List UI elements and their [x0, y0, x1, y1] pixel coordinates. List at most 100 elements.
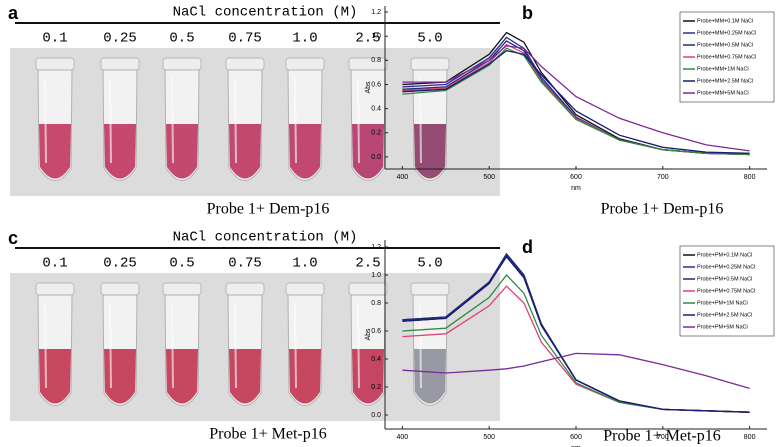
- y-tick-label: 0.8: [371, 57, 381, 64]
- panel-label: d: [522, 237, 533, 257]
- tube-liquid: [229, 349, 261, 404]
- tube: [162, 282, 202, 406]
- tube-highlight: [109, 302, 112, 389]
- panel-caption: Probe 1+ Met-p16: [209, 426, 326, 443]
- tube-cap: [348, 282, 388, 296]
- tube-highlight: [294, 77, 297, 164]
- legend-label: Probe+MM+2.5M NaCl: [697, 78, 753, 84]
- concentration-label: 2.5: [355, 31, 380, 47]
- tube-liquid: [414, 124, 446, 179]
- y-axis-label: Abs: [365, 328, 372, 341]
- tube: [35, 57, 75, 181]
- y-axis-label: Abs: [365, 81, 372, 94]
- tube-cap: [225, 57, 265, 71]
- legend-box: [679, 11, 775, 103]
- x-tick-label: 400: [397, 434, 409, 441]
- legend-label: Probe+MM+0.25M NaCl: [697, 30, 756, 36]
- tube-highlight: [419, 302, 422, 389]
- y-tick-label: 0.2: [371, 130, 381, 137]
- legend-label: Probe+PM+0.1M NaCl: [697, 252, 752, 258]
- legend-label: Probe+MM+5M NaCl: [697, 90, 749, 96]
- tube-cap: [410, 57, 450, 71]
- y-tick-label: 0.0: [371, 154, 381, 161]
- tube-cap: [35, 282, 75, 296]
- x-tick-label: 500: [483, 174, 495, 181]
- tube: [100, 282, 140, 406]
- tube-cap: [410, 282, 450, 296]
- y-tick-label: 0.4: [371, 105, 381, 112]
- tube-liquid: [289, 349, 321, 404]
- concentration-label: 0.25: [103, 31, 137, 47]
- legend-label: Probe+MM+0.1M NaCl: [697, 18, 753, 24]
- chart-caption: Probe 1+ Met-p16: [603, 428, 720, 445]
- tube: [348, 282, 388, 406]
- series-line: [402, 47, 750, 156]
- tube-liquid: [414, 349, 446, 404]
- tube-liquid: [39, 124, 71, 179]
- tube-highlight: [44, 77, 47, 164]
- tube-cap: [162, 282, 202, 296]
- tube: [285, 282, 325, 406]
- tube-cap: [162, 57, 202, 71]
- tube-highlight: [171, 302, 174, 389]
- tube-cap: [35, 57, 75, 71]
- y-tick-label: 0.4: [371, 356, 381, 363]
- x-tick-label: 600: [570, 174, 582, 181]
- panel-header: NaCl concentration (M): [173, 230, 358, 246]
- legend-label: Probe+PM+2.5M NaCl: [697, 312, 752, 318]
- y-tick-label: 1.0: [371, 272, 381, 279]
- y-tick-label: 0.2: [371, 384, 381, 391]
- panel-label: b: [522, 3, 533, 23]
- tube-liquid: [229, 124, 261, 179]
- tube-cap: [348, 57, 388, 71]
- tube-liquid: [166, 124, 198, 179]
- x-tick-label: 700: [657, 434, 669, 441]
- x-axis-label: nm: [571, 185, 581, 192]
- concentration-label: 0.1: [42, 31, 67, 47]
- series-line: [402, 352, 750, 390]
- tube: [348, 57, 388, 181]
- tube: [225, 282, 265, 406]
- x-tick-label: 500: [483, 434, 495, 441]
- tube-cap: [100, 282, 140, 296]
- tube-liquid: [352, 124, 384, 179]
- legend-box: [679, 245, 775, 337]
- tube-highlight: [234, 302, 237, 389]
- x-tick-label: 800: [744, 434, 756, 441]
- tube-highlight: [109, 77, 112, 164]
- concentration-label: 0.1: [42, 256, 67, 272]
- panel-caption: Probe 1+ Dem-p16: [207, 201, 330, 218]
- tube: [225, 57, 265, 181]
- tube-cap: [100, 57, 140, 71]
- tube-liquid: [352, 349, 384, 404]
- legend-label: Probe+MM+1M NaCl: [697, 66, 749, 72]
- tube: [162, 57, 202, 181]
- x-tick-label: 600: [570, 434, 582, 441]
- series-line: [402, 45, 750, 152]
- tube-cap: [285, 282, 325, 296]
- tube-highlight: [357, 302, 360, 389]
- series-line: [402, 50, 750, 154]
- legend-label: Probe+PM+0.25M NaCl: [697, 264, 755, 270]
- tube-liquid: [289, 124, 321, 179]
- tube-liquid: [166, 349, 198, 404]
- y-tick-label: 1.0: [371, 33, 381, 40]
- tube-highlight: [234, 77, 237, 164]
- tube: [410, 282, 450, 406]
- x-tick-label: 700: [657, 174, 669, 181]
- legend-label: Probe+PM+0.75M NaCl: [697, 288, 755, 294]
- tube-liquid: [104, 349, 136, 404]
- tube: [410, 57, 450, 181]
- y-tick-label: 0.0: [371, 412, 381, 419]
- legend-label: Probe+MM+0.75M NaCl: [697, 54, 756, 60]
- concentration-label: 0.5: [169, 31, 194, 47]
- tube-highlight: [171, 77, 174, 164]
- tube-liquid: [104, 124, 136, 179]
- concentration-label: 1.0: [292, 31, 317, 47]
- legend-label: Probe+PM+5M NaCl: [697, 324, 748, 330]
- concentration-label: 5.0: [417, 31, 442, 47]
- concentration-label: 1.0: [292, 256, 317, 272]
- tube: [35, 282, 75, 406]
- concentration-label: 0.75: [228, 256, 262, 272]
